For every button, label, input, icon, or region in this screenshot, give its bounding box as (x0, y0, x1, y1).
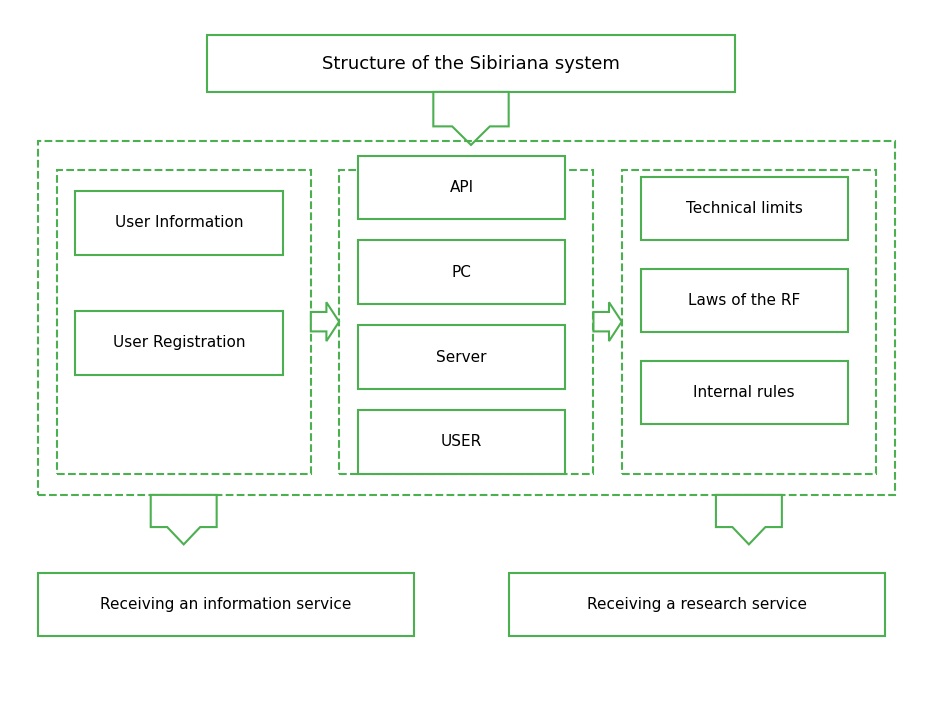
FancyBboxPatch shape (38, 573, 414, 636)
Polygon shape (716, 495, 782, 544)
FancyBboxPatch shape (641, 269, 848, 332)
FancyBboxPatch shape (358, 240, 565, 304)
Polygon shape (593, 303, 622, 341)
FancyBboxPatch shape (641, 361, 848, 424)
Bar (57, 170, 311, 474)
Bar (38, 141, 895, 495)
Polygon shape (151, 495, 217, 544)
Text: User Information: User Information (115, 215, 243, 230)
Polygon shape (433, 92, 509, 145)
Text: Technical limits: Technical limits (686, 201, 803, 216)
FancyBboxPatch shape (75, 191, 283, 255)
FancyBboxPatch shape (358, 156, 565, 219)
FancyBboxPatch shape (75, 311, 283, 375)
Text: API: API (449, 180, 474, 195)
Polygon shape (311, 303, 339, 341)
Text: USER: USER (441, 434, 482, 450)
Text: Server: Server (436, 349, 487, 365)
FancyBboxPatch shape (207, 35, 735, 92)
Bar (622, 170, 876, 474)
Text: Internal rules: Internal rules (693, 385, 795, 400)
Text: Receiving an information service: Receiving an information service (101, 597, 351, 612)
Text: PC: PC (451, 264, 472, 280)
Text: Laws of the RF: Laws of the RF (688, 293, 801, 308)
FancyBboxPatch shape (358, 410, 565, 474)
FancyBboxPatch shape (509, 573, 885, 636)
FancyBboxPatch shape (641, 177, 848, 240)
Text: User Registration: User Registration (113, 335, 245, 351)
Bar (339, 170, 593, 474)
Text: Receiving a research service: Receiving a research service (587, 597, 807, 612)
Text: Structure of the Sibiriana system: Structure of the Sibiriana system (322, 54, 620, 73)
FancyBboxPatch shape (358, 325, 565, 389)
